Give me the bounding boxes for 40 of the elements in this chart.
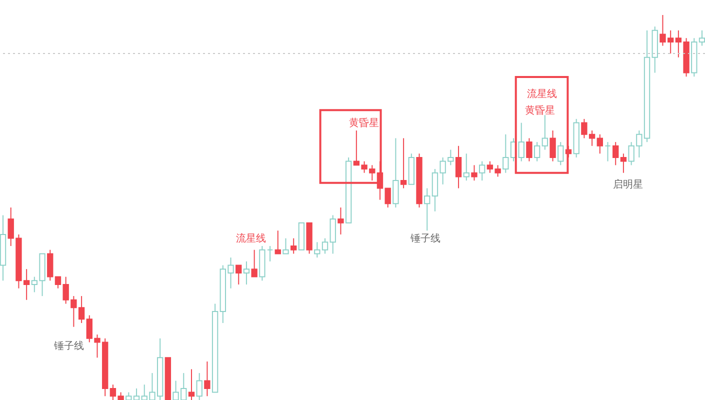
candlestick bbox=[620, 153, 627, 174]
annotation: 锤子线 bbox=[52, 340, 84, 352]
candlestick bbox=[424, 188, 430, 232]
candlestick bbox=[400, 138, 407, 189]
candlestick bbox=[455, 145, 462, 189]
annotation: 黄昏星 bbox=[525, 104, 556, 116]
candlestick bbox=[479, 160, 486, 182]
candlestick bbox=[534, 142, 540, 162]
candlestick bbox=[290, 238, 297, 254]
candlestick bbox=[550, 130, 556, 162]
candlestick bbox=[463, 153, 470, 182]
candlestick bbox=[392, 138, 399, 208]
candlestick bbox=[47, 249, 54, 282]
candlestick bbox=[542, 114, 548, 150]
candlestick bbox=[282, 238, 289, 254]
candlestick bbox=[596, 134, 603, 154]
candlestick bbox=[266, 246, 274, 262]
candlestick bbox=[243, 260, 250, 285]
candlestick bbox=[502, 134, 509, 174]
candlestick bbox=[384, 188, 391, 208]
annotation: 启明星 bbox=[613, 178, 644, 190]
annotation: 锤子线 bbox=[410, 232, 441, 244]
candlestick bbox=[471, 164, 478, 182]
candlestick bbox=[518, 122, 524, 162]
candlestick bbox=[330, 214, 336, 254]
candlestick bbox=[338, 207, 344, 235]
candlestick bbox=[236, 264, 242, 285]
candlestick bbox=[322, 238, 328, 254]
candlestick bbox=[604, 142, 611, 162]
annotation: 黄昏星 bbox=[348, 116, 379, 129]
candlestick bbox=[612, 142, 619, 166]
candlestick bbox=[274, 230, 281, 254]
annotation: 流星线 bbox=[526, 88, 557, 100]
annotation: 流星线 bbox=[236, 232, 266, 244]
candlestick bbox=[204, 361, 210, 397]
candlestick bbox=[251, 249, 258, 278]
candlestick bbox=[314, 242, 320, 258]
candlestick bbox=[526, 138, 532, 162]
candlestick bbox=[558, 142, 564, 166]
candlestick bbox=[188, 368, 195, 400]
